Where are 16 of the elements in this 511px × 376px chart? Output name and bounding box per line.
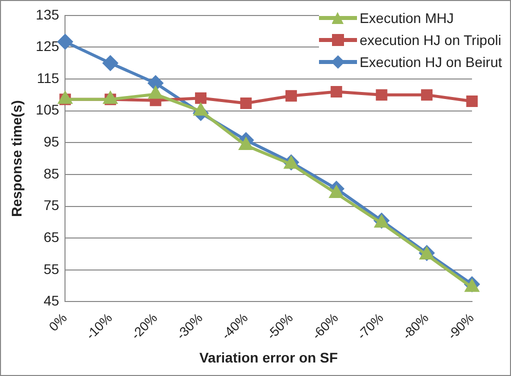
y-tick-label: 135 — [36, 6, 60, 22]
y-tick-label: 85 — [44, 165, 60, 182]
legend-label: Execution HJ on Beirut — [360, 54, 502, 70]
y-axis-title: Response time(s) — [8, 100, 24, 217]
y-tick-label: 125 — [36, 38, 60, 54]
legend-label: execution HJ on Tripoli — [360, 32, 502, 48]
x-tick-label: 0% — [46, 310, 70, 334]
y-tick-label: 65 — [44, 228, 60, 245]
y-tick-label: 115 — [36, 70, 60, 86]
y-tick-label: 45 — [44, 292, 60, 309]
y-tick-label: 75 — [44, 197, 60, 214]
legend-label: Execution MHJ — [360, 10, 454, 26]
y-tick-label: 95 — [44, 134, 60, 150]
y-tick-label: 55 — [44, 260, 60, 277]
x-axis-title: Variation error on SF — [199, 349, 338, 366]
y-tick-label: 105 — [36, 102, 60, 118]
